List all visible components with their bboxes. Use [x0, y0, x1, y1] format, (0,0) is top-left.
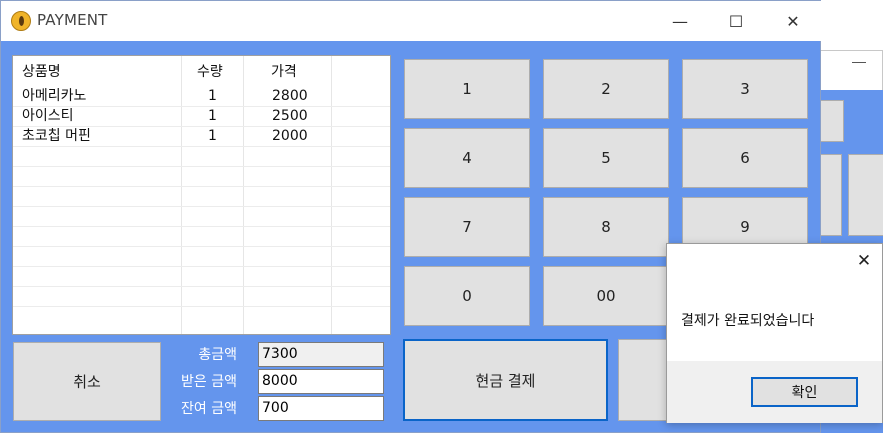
dialog-message: 결제가 완료되었습니다 — [681, 313, 815, 329]
row-item-name: 초코칩 머핀 — [22, 128, 91, 144]
app-coffee-icon — [11, 11, 31, 31]
payment-complete-dialog: ✕ 결제가 완료되었습니다 확인 — [666, 243, 883, 423]
maximize-icon[interactable]: ☐ — [728, 11, 744, 31]
order-list[interactable]: 상품명 수량 가격 아메리카노 1 2800 아이스티 1 2500 초코칩 머… — [12, 55, 391, 335]
close-icon[interactable]: ✕ — [786, 11, 800, 31]
received-amount-label: 받은 금액 — [181, 374, 237, 390]
row-item-price: 2800 — [272, 88, 308, 104]
keypad-2-button[interactable]: 2 — [543, 59, 669, 119]
keypad-7-button[interactable]: 7 — [404, 197, 530, 257]
cash-payment-button[interactable]: 현금 결제 — [403, 339, 608, 421]
window-title: PAYMENT — [37, 11, 108, 29]
change-amount-label: 잔여 금액 — [181, 401, 237, 417]
table-row[interactable]: 아이스티 1 2500 — [13, 106, 390, 126]
keypad-3-button[interactable]: 3 — [682, 59, 808, 119]
list-header: 상품명 수량 가격 — [13, 56, 390, 86]
total-amount-field[interactable]: 7300 — [258, 342, 384, 367]
background-window-minimize-icon[interactable] — [852, 62, 866, 63]
row-item-name: 아이스티 — [22, 108, 74, 124]
change-amount-field[interactable]: 700 — [258, 396, 384, 421]
row-item-price: 2000 — [272, 128, 308, 144]
row-item-qty: 1 — [208, 128, 217, 144]
background-window-button[interactable] — [820, 154, 842, 236]
row-item-price: 2500 — [272, 108, 308, 124]
title-bar[interactable]: PAYMENT — ☐ ✕ — [1, 1, 822, 41]
column-header-price[interactable]: 가격 — [271, 64, 297, 80]
keypad-1-button[interactable]: 1 — [404, 59, 530, 119]
table-row[interactable]: 초코칩 머핀 1 2000 — [13, 126, 390, 146]
keypad-4-button[interactable]: 4 — [404, 128, 530, 188]
keypad-5-button[interactable]: 5 — [543, 128, 669, 188]
keypad-6-button[interactable]: 6 — [682, 128, 808, 188]
column-header-qty[interactable]: 수량 — [197, 64, 223, 80]
background-window-button[interactable] — [848, 154, 883, 236]
row-item-name: 아메리카노 — [22, 88, 87, 104]
minimize-icon[interactable]: — — [672, 11, 688, 31]
keypad-0-button[interactable]: 0 — [404, 266, 530, 326]
background-window-button[interactable] — [820, 100, 844, 142]
cancel-button[interactable]: 취소 — [13, 342, 161, 421]
row-item-qty: 1 — [208, 108, 217, 124]
row-item-qty: 1 — [208, 88, 217, 104]
keypad-8-button[interactable]: 8 — [543, 197, 669, 257]
table-row[interactable]: 아메리카노 1 2800 — [13, 86, 390, 106]
received-amount-field[interactable]: 8000 — [258, 369, 384, 394]
column-header-name[interactable]: 상품명 — [22, 64, 61, 80]
dialog-footer: 확인 — [667, 361, 882, 423]
ok-button[interactable]: 확인 — [751, 377, 858, 407]
total-amount-label: 총금액 — [198, 347, 237, 363]
dialog-close-icon[interactable]: ✕ — [856, 251, 872, 271]
keypad-00-button[interactable]: 00 — [543, 266, 669, 326]
